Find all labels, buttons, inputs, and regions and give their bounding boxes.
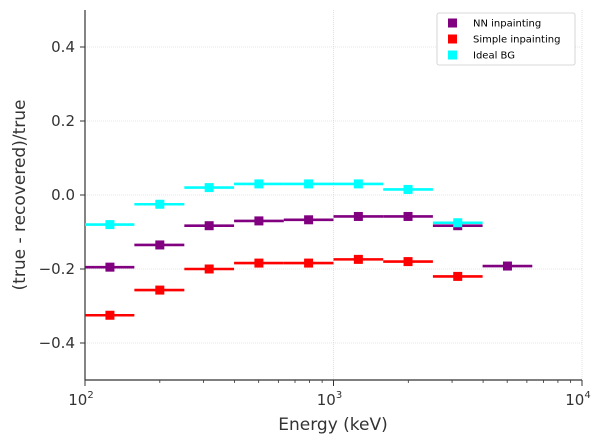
x-tick-label: 104	[565, 390, 590, 409]
data-point	[403, 211, 413, 221]
y-axis-label: (true - recovered)/true	[10, 100, 30, 291]
data-point	[204, 183, 214, 193]
data-point	[453, 271, 463, 281]
x-tick-label: 102	[68, 390, 93, 409]
data-point	[105, 310, 115, 320]
legend-label: Simple inpainting	[473, 35, 560, 46]
y-tick-label: 0.0	[51, 186, 75, 204]
legend-marker	[448, 50, 457, 60]
legend-frame	[436, 12, 576, 66]
data-point	[304, 258, 314, 268]
x-axis-label: Energy (keV)	[278, 415, 388, 435]
x-tick-label-exponent: 3	[336, 390, 342, 401]
data-point	[254, 216, 264, 226]
x-tick-label-base: 10	[565, 391, 584, 409]
grid	[84, 10, 583, 380]
legend: NN inpainting Simple inpainting Ideal BG	[436, 12, 576, 66]
legend-label: NN inpainting	[473, 19, 541, 30]
data-point	[304, 215, 314, 225]
x-tick-label-base: 10	[317, 391, 336, 409]
series-simple-inpainting	[85, 254, 483, 320]
legend-marker	[448, 34, 457, 44]
x-tick-label: 103	[317, 390, 342, 409]
data-point	[155, 199, 165, 209]
series-nn-inpainting	[85, 211, 533, 272]
y-tick-label: −0.4	[39, 334, 75, 352]
data-point	[105, 262, 115, 272]
series-ideal-bg	[85, 179, 483, 230]
data-point	[254, 258, 264, 268]
x-tick-label-exponent: 2	[87, 390, 93, 401]
data-point	[403, 257, 413, 267]
data-point	[502, 261, 512, 271]
y-tick-label: −0.2	[39, 260, 75, 278]
x-tick-label-exponent: 4	[584, 390, 590, 401]
data-point	[155, 285, 165, 295]
y-tick-label: 0.4	[51, 38, 75, 56]
data-point	[155, 240, 165, 250]
series	[85, 179, 533, 320]
data-point	[353, 179, 363, 189]
data-point	[403, 184, 413, 194]
data-point	[254, 179, 264, 189]
data-point	[353, 254, 363, 264]
data-point	[105, 220, 115, 230]
data-point	[353, 211, 363, 221]
legend-label: Ideal BG	[473, 51, 515, 62]
x-tick-label-base: 10	[68, 391, 87, 409]
data-point	[453, 218, 463, 228]
y-tick-label: 0.2	[51, 112, 75, 130]
legend-marker	[448, 18, 457, 28]
data-point	[204, 221, 214, 231]
data-point	[304, 179, 314, 189]
data-point	[204, 264, 214, 274]
